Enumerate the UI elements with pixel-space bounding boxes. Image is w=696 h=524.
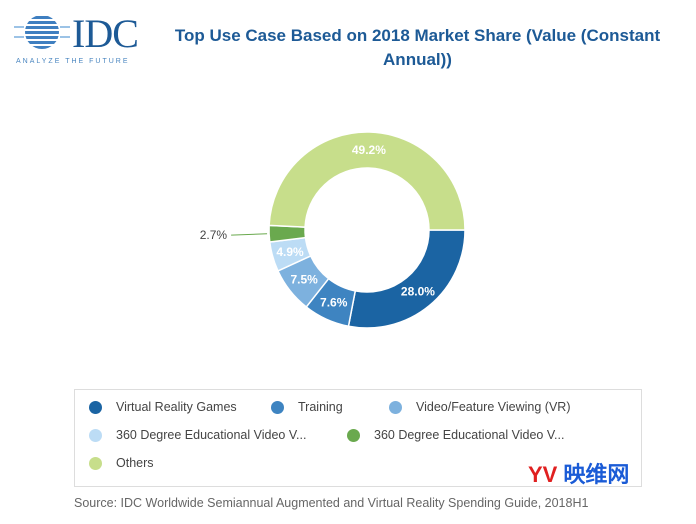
legend-item[interactable]: Virtual Reality Games (89, 400, 237, 414)
legend-label: 360 Degree Educational Video V... (374, 428, 565, 442)
data-label: 2.7% (200, 228, 228, 242)
legend-label: Virtual Reality Games (116, 400, 237, 414)
donut-chart: 28.0% 7.6%7.5% 4.9% 2.7% 49.2% (200, 131, 466, 329)
legend-item[interactable]: Others (89, 456, 154, 470)
source-note: Source: IDC Worldwide Semiannual Augment… (74, 496, 589, 510)
logo-tagline: ANALYZE THE FUTURE (16, 58, 130, 65)
data-label: 7.6% (320, 296, 348, 310)
chart-title: Top Use Case Based on 2018 Market Share … (174, 26, 661, 69)
donut-slice[interactable] (268, 131, 466, 231)
watermark-text: 映维网 (563, 462, 630, 487)
legend-label: Video/Feature Viewing (VR) (416, 400, 571, 414)
legend-item[interactable]: Training (271, 400, 343, 414)
legend-swatch (89, 428, 102, 442)
legend-item[interactable]: 360 Degree Educational Video V... (89, 428, 306, 442)
data-label: 28.0% (401, 285, 435, 299)
idc-globe-icon (14, 16, 70, 49)
legend-item[interactable]: Video/Feature Viewing (VR) (389, 400, 570, 414)
logo-text: IDC (72, 11, 139, 56)
legend-swatch (347, 428, 360, 442)
idc-logo: IDC ANALYZE THE FUTURE (14, 14, 140, 70)
legend-swatch (389, 400, 402, 414)
watermark: YV 映维网 (528, 463, 629, 487)
donut-slice[interactable] (347, 229, 466, 329)
legend-label: Others (116, 456, 154, 470)
legend-label: 360 Degree Educational Video V... (116, 428, 307, 442)
watermark-mark: YV (528, 462, 558, 487)
legend-item[interactable]: 360 Degree Educational Video V... (347, 428, 564, 442)
data-label: 7.5% (290, 272, 318, 286)
legend-swatch (89, 400, 102, 414)
legend-swatch (89, 456, 102, 470)
data-label: 49.2% (352, 143, 386, 157)
legend-label: Training (298, 400, 343, 414)
data-label: 4.9% (276, 245, 304, 259)
legend: Virtual Reality Games Training Video/Featu… (74, 389, 642, 487)
label-leader-line (231, 233, 268, 236)
legend-swatch (271, 400, 284, 414)
